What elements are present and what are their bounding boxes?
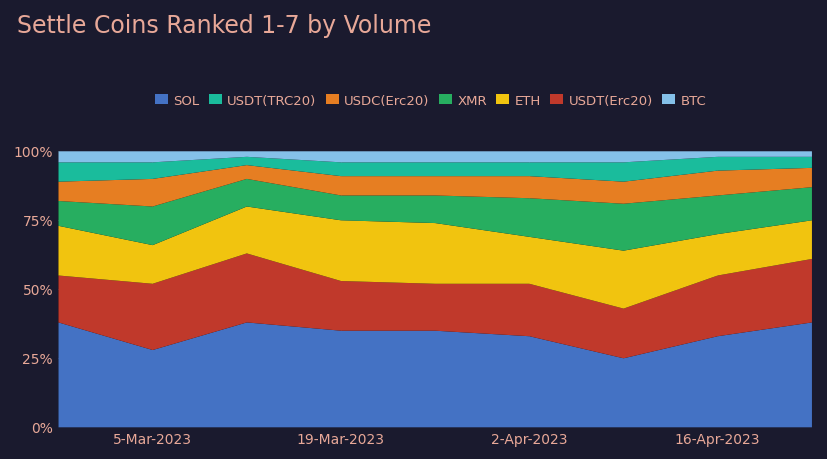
Text: Settle Coins Ranked 1-7 by Volume: Settle Coins Ranked 1-7 by Volume <box>17 14 430 38</box>
Legend: SOL, USDT(TRC20), USDC(Erc20), XMR, ETH, USDT(Erc20), BTC: SOL, USDT(TRC20), USDC(Erc20), XMR, ETH,… <box>150 89 710 113</box>
